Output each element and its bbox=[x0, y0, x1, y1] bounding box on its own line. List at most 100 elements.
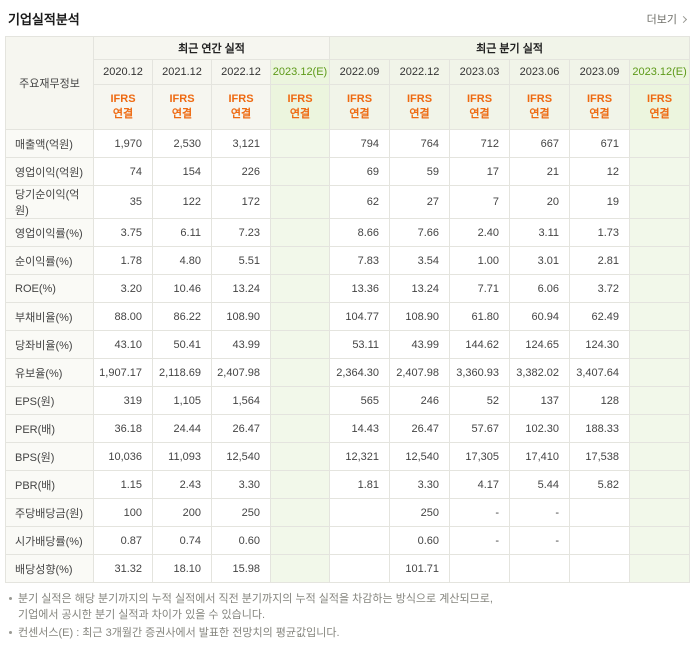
standard-label: IFRS bbox=[467, 92, 493, 105]
value-cell: 6.11 bbox=[152, 218, 212, 247]
value-cell: 7.71 bbox=[449, 274, 511, 303]
value-cell: 57.67 bbox=[449, 414, 511, 443]
value-cell: 69 bbox=[329, 157, 391, 186]
row-label: PER(배) bbox=[5, 414, 94, 443]
row-label: BPS(원) bbox=[5, 442, 94, 471]
value-cell: 764 bbox=[389, 129, 451, 158]
value-cell bbox=[269, 554, 331, 583]
value-cell: 712 bbox=[449, 129, 511, 158]
scope-label: 연결 bbox=[469, 108, 490, 120]
value-cell: 2.81 bbox=[569, 246, 631, 275]
table-row: 당기순이익(억원) 35 122 172 62 27 7 20 19 bbox=[5, 185, 691, 219]
column-period-header: 2023.12(E) bbox=[269, 59, 331, 85]
value-cell bbox=[269, 442, 331, 471]
value-cell: 246 bbox=[389, 386, 451, 415]
value-cell: 15.98 bbox=[211, 554, 271, 583]
value-cell: 31.32 bbox=[93, 554, 153, 583]
value-cell bbox=[629, 386, 691, 415]
value-cell: 124.65 bbox=[509, 330, 571, 359]
value-cell: 12 bbox=[569, 157, 631, 186]
standard-label: IFRS bbox=[527, 92, 553, 105]
value-cell: 5.82 bbox=[569, 470, 631, 499]
value-cell: 60.94 bbox=[509, 302, 571, 331]
value-cell: 128 bbox=[569, 386, 631, 415]
value-cell bbox=[569, 554, 631, 583]
row-label: ROE(%) bbox=[5, 274, 94, 303]
table-row: PBR(배) 1.15 2.43 3.30 1.81 3.30 4.17 5.44 5.82 bbox=[5, 470, 691, 499]
scope-label: 연결 bbox=[230, 108, 252, 120]
value-cell: 3.54 bbox=[389, 246, 451, 275]
value-cell: 2.40 bbox=[449, 218, 511, 247]
value-cell: 200 bbox=[152, 498, 212, 527]
column-standard-header: IFRS 연결 bbox=[211, 84, 271, 130]
value-cell: 102.30 bbox=[509, 414, 571, 443]
value-cell: 226 bbox=[211, 157, 271, 186]
value-cell: 52 bbox=[449, 386, 511, 415]
scope-label: 연결 bbox=[289, 108, 311, 120]
value-cell: 3,382.02 bbox=[509, 358, 571, 387]
value-cell: 3,407.64 bbox=[569, 358, 631, 387]
value-cell: 43.99 bbox=[211, 330, 271, 359]
value-cell: 3,360.93 bbox=[449, 358, 511, 387]
value-cell bbox=[269, 157, 331, 186]
column-period-header: 2023.06 bbox=[509, 59, 571, 85]
value-cell bbox=[269, 302, 331, 331]
column-period-header: 2022.09 bbox=[329, 59, 391, 85]
table-row: PER(배) 36.18 24.44 26.47 14.43 26.47 57.67 102.… bbox=[5, 414, 691, 443]
value-cell: 43.10 bbox=[93, 330, 153, 359]
value-cell: 10,036 bbox=[93, 442, 153, 471]
value-cell: 13.24 bbox=[389, 274, 451, 303]
table-row: BPS(원) 10,036 11,093 12,540 12,321 12,540 17,3… bbox=[5, 442, 691, 471]
value-cell: 36.18 bbox=[93, 414, 153, 443]
value-cell: 26.47 bbox=[389, 414, 451, 443]
value-cell: 8.66 bbox=[329, 218, 391, 247]
value-cell: 188.33 bbox=[569, 414, 631, 443]
section-title: 기업실적분석 bbox=[8, 12, 80, 27]
table-corner-header: 주요재무정보 bbox=[5, 36, 94, 130]
chevron-right-icon bbox=[679, 15, 688, 23]
value-cell: 88.00 bbox=[93, 302, 153, 331]
value-cell: 4.80 bbox=[152, 246, 212, 275]
column-period-header: 2023.03 bbox=[449, 59, 511, 85]
column-standard-header: IFRS 연결 bbox=[269, 84, 331, 130]
value-cell bbox=[329, 526, 391, 555]
column-standard-header: IFRS 연결 bbox=[329, 84, 391, 130]
row-label: 영업이익(억원) bbox=[5, 157, 94, 186]
financial-table: 주요재무정보 최근 연간 실적 최근 분기 실적 2020.12 2021.12 2022… bbox=[5, 36, 691, 583]
value-cell: 3.75 bbox=[93, 218, 153, 247]
scope-label: 연결 bbox=[529, 108, 550, 120]
value-cell: 13.36 bbox=[329, 274, 391, 303]
value-cell: 0.60 bbox=[389, 526, 451, 555]
value-cell: 6.06 bbox=[509, 274, 571, 303]
value-cell: 2,407.98 bbox=[389, 358, 451, 387]
column-period-header: 2023.09 bbox=[569, 59, 631, 85]
value-cell: 20 bbox=[509, 185, 571, 219]
value-cell: 17 bbox=[449, 157, 511, 186]
value-cell: 35 bbox=[93, 185, 153, 219]
value-cell bbox=[629, 129, 691, 158]
value-cell bbox=[629, 414, 691, 443]
table-row: 매출액(억원) 1,970 2,530 3,121 794 764 712 667 671 bbox=[5, 129, 691, 158]
value-cell: 43.99 bbox=[389, 330, 451, 359]
value-cell bbox=[629, 526, 691, 555]
table-row: 배당성향(%) 31.32 18.10 15.98 101.71 bbox=[5, 554, 691, 583]
row-label: 부채비율(%) bbox=[5, 302, 94, 331]
table-row: 주당배당금(원) 100 200 250 250- - bbox=[5, 498, 691, 527]
row-label: 주당배당금(원) bbox=[5, 498, 94, 527]
standard-label: IFRS bbox=[287, 92, 313, 105]
value-cell: 3.72 bbox=[569, 274, 631, 303]
table-row: 순이익률(%) 1.78 4.80 5.51 7.83 3.54 1.00 3.01 2.81 bbox=[5, 246, 691, 275]
value-cell: 0.74 bbox=[152, 526, 212, 555]
value-cell: 26.47 bbox=[211, 414, 271, 443]
column-standard-header: IFRS 연결 bbox=[629, 84, 691, 130]
value-cell: 17,305 bbox=[449, 442, 511, 471]
value-cell: 74 bbox=[93, 157, 153, 186]
value-cell: 13.24 bbox=[211, 274, 271, 303]
table-row: 부채비율(%) 88.00 86.22 108.90 104.77 108.90 61.80… bbox=[5, 302, 691, 331]
value-cell: 101.71 bbox=[389, 554, 451, 583]
value-cell: 53.11 bbox=[329, 330, 391, 359]
more-link[interactable]: 더보기 bbox=[647, 11, 688, 27]
value-cell: 3.30 bbox=[211, 470, 271, 499]
footnote-bullet-icon bbox=[9, 597, 12, 600]
value-cell: 18.10 bbox=[152, 554, 212, 583]
